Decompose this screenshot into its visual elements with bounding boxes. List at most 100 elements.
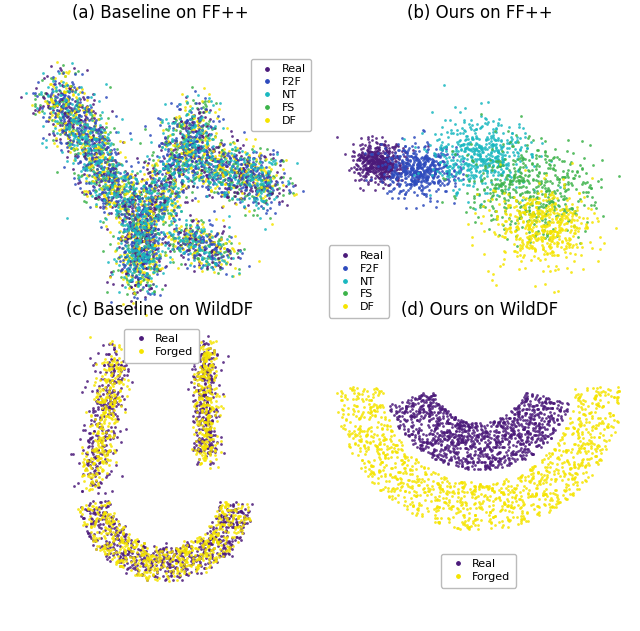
Point [83, 137, 93, 147]
Point [212, 536, 223, 546]
Point [527, 196, 537, 206]
Point [125, 222, 135, 232]
Point [216, 179, 227, 189]
Point [561, 207, 572, 217]
Point [120, 552, 130, 562]
Point [256, 201, 266, 211]
Point [138, 541, 148, 551]
Point [365, 141, 375, 151]
Point [196, 382, 207, 392]
Point [195, 232, 205, 242]
Point [133, 276, 143, 286]
Point [260, 198, 271, 208]
Point [87, 463, 97, 473]
Point [397, 468, 408, 478]
Point [209, 237, 219, 247]
Point [508, 184, 518, 194]
Point [378, 484, 388, 494]
Point [145, 218, 155, 228]
Point [397, 156, 407, 167]
Point [122, 218, 132, 228]
Point [445, 445, 455, 456]
Point [187, 156, 197, 167]
Point [83, 101, 93, 111]
Point [124, 219, 134, 229]
Point [53, 66, 63, 76]
Point [181, 223, 191, 233]
Point [431, 416, 442, 427]
Point [182, 553, 192, 563]
Point [104, 169, 115, 179]
Point [492, 194, 502, 204]
Point [363, 444, 373, 454]
Point [228, 514, 238, 524]
Point [159, 230, 169, 240]
Point [201, 367, 211, 377]
Point [145, 180, 156, 191]
Point [372, 442, 383, 452]
Point [156, 556, 166, 566]
Point [454, 426, 464, 436]
Point [77, 134, 87, 144]
Point [135, 217, 145, 227]
Point [133, 219, 143, 229]
Point [484, 457, 495, 468]
Point [221, 169, 231, 179]
Point [127, 199, 137, 209]
Point [356, 151, 366, 161]
Point [175, 259, 186, 269]
Point [76, 165, 86, 175]
Point [359, 384, 369, 394]
Point [133, 199, 143, 209]
Point [481, 427, 492, 437]
Point [141, 177, 152, 187]
Point [475, 418, 485, 428]
Point [548, 415, 558, 425]
Point [211, 554, 221, 564]
Point [483, 158, 493, 168]
Point [124, 199, 134, 209]
Point [481, 451, 492, 461]
Point [234, 511, 244, 521]
Point [34, 107, 44, 117]
Point [526, 137, 536, 147]
Point [68, 130, 79, 140]
Point [52, 105, 62, 115]
Point [196, 425, 207, 435]
Point [238, 170, 248, 180]
Point [212, 506, 222, 516]
Point [170, 563, 180, 573]
Point [456, 140, 466, 150]
Point [192, 444, 202, 454]
Point [524, 477, 534, 487]
Point [125, 545, 136, 555]
Point [154, 203, 164, 213]
Point [537, 472, 547, 482]
Point [44, 103, 54, 114]
Point [114, 180, 124, 191]
Point [519, 514, 529, 524]
Point [444, 454, 454, 464]
Point [111, 127, 121, 138]
Point [159, 217, 170, 227]
Point [186, 536, 196, 546]
Point [115, 555, 125, 565]
Point [531, 192, 541, 203]
Point [143, 281, 154, 292]
Point [489, 430, 499, 440]
Point [202, 406, 212, 416]
Point [480, 490, 490, 500]
Point [470, 144, 481, 155]
Point [358, 186, 368, 196]
Point [166, 546, 177, 557]
Point [545, 403, 556, 413]
Point [162, 138, 172, 148]
Point [193, 252, 203, 262]
Point [378, 465, 388, 475]
Point [95, 140, 106, 150]
Point [139, 249, 149, 259]
Point [488, 452, 499, 462]
Point [193, 141, 203, 151]
Point [181, 159, 191, 169]
Point [225, 543, 236, 553]
